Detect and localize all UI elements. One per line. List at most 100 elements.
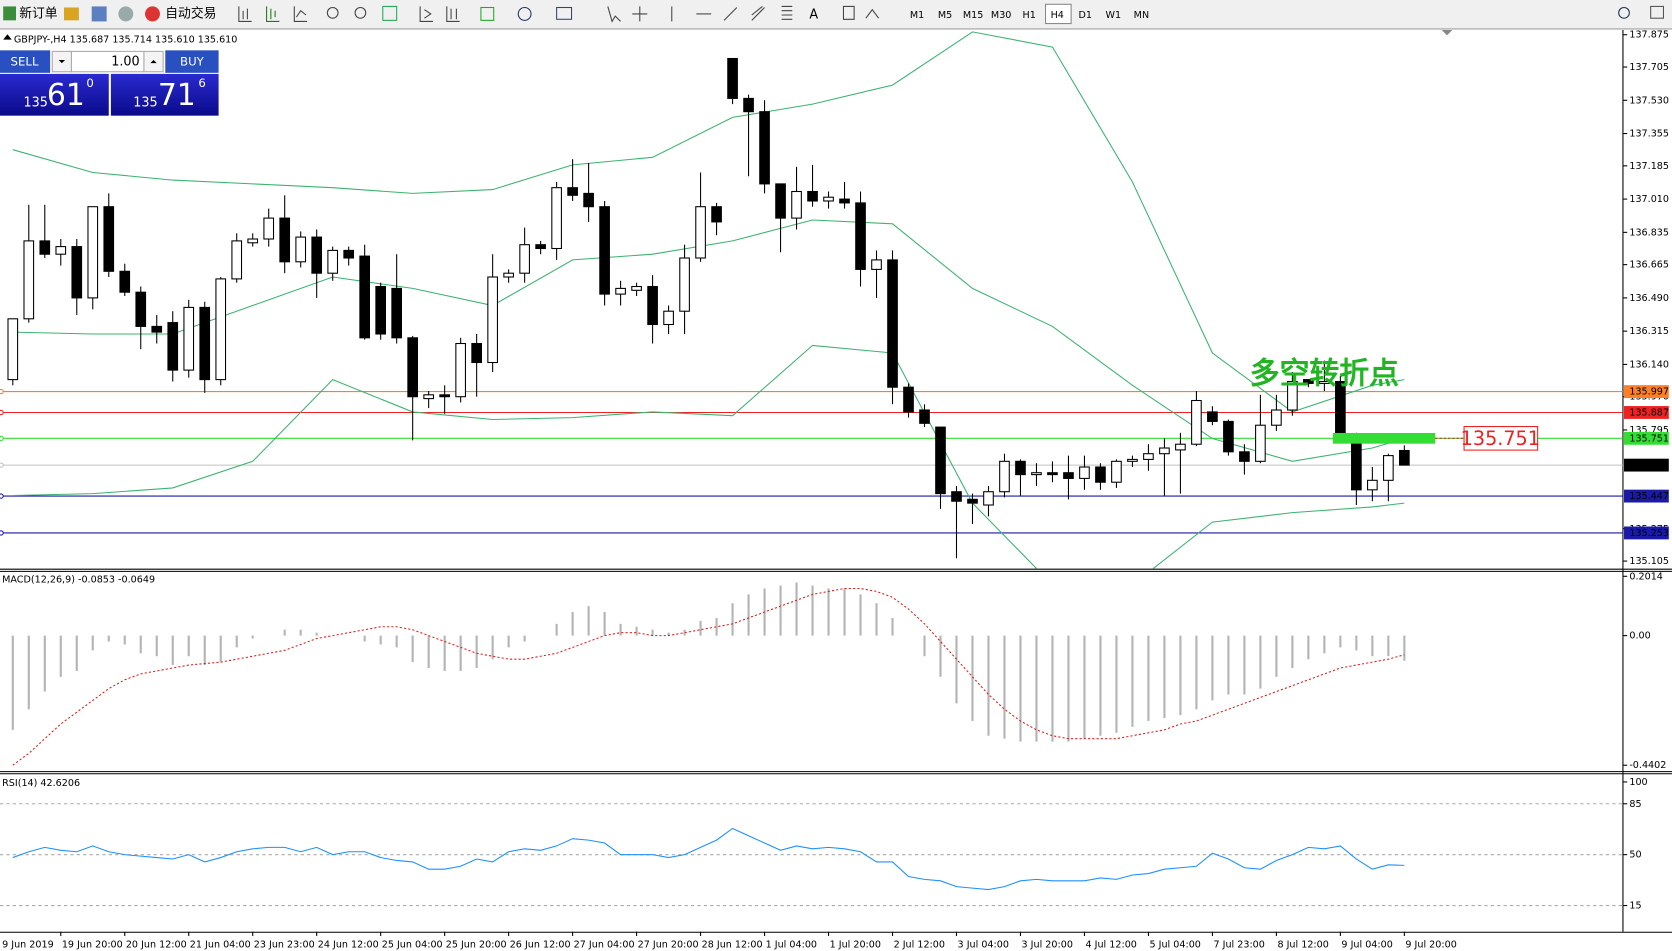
timeframes: M1 M5 M15 M30 H1 H4 D1 W1 MN: [910, 3, 1149, 25]
x-tick-label: 8 Jul 12:00: [1277, 940, 1328, 951]
collapse-icon[interactable]: [3, 34, 12, 40]
y-tick-label: 137.185: [1629, 161, 1669, 172]
candle-body: [759, 111, 770, 185]
candle-body: [567, 187, 578, 196]
candle-body: [679, 257, 690, 312]
candle-body: [519, 244, 530, 274]
x-tick-label: 26 Jun 12:00: [510, 940, 571, 951]
x-tick-label: 9 Jul 20:00: [1405, 940, 1456, 951]
price-line-handle: [0, 493, 4, 499]
x-tick-label: 21 Jun 04:00: [190, 940, 251, 951]
timeframe-button[interactable]: MN: [1134, 10, 1149, 21]
candle-body: [199, 306, 211, 381]
candle-body: [1015, 460, 1026, 476]
buy-label[interactable]: BUY: [180, 55, 205, 69]
price-label: 135.253: [1629, 528, 1669, 539]
candle-body: [1191, 399, 1202, 445]
level-box: [1463, 426, 1539, 451]
candle-body: [871, 259, 882, 270]
level-marker: [1332, 432, 1436, 444]
price-line-handle: [0, 435, 4, 442]
x-tick-label: 1 Jul 20:00: [830, 940, 881, 951]
candle-body: [343, 249, 355, 259]
candle-body: [903, 386, 914, 413]
x-tick-label: 25 Jun 04:00: [382, 940, 443, 951]
candle-body: [823, 196, 834, 202]
timeframe-button[interactable]: M1: [910, 10, 924, 21]
price-line-handle: [0, 530, 4, 536]
active-timeframe: [1045, 3, 1072, 25]
bollinger-upper: [12, 31, 1405, 413]
search-icon[interactable]: [1618, 6, 1630, 19]
icon[interactable]: [63, 7, 79, 21]
new-order-icon[interactable]: [3, 6, 16, 21]
sell-button[interactable]: [0, 50, 51, 73]
x-tick-label: 4 Jul 12:00: [1086, 940, 1137, 951]
x-tick-label: 24 Jun 12:00: [318, 940, 379, 951]
x-tick-label: 23 Jun 23:00: [254, 940, 315, 951]
auto-trade-button[interactable]: 自动交易: [165, 5, 216, 21]
x-tick-label: 20 Jun 12:00: [126, 940, 187, 951]
timeframe-button[interactable]: W1: [1106, 10, 1122, 21]
candle-body: [631, 285, 642, 291]
candle-body: [775, 183, 786, 219]
timeframe-button[interactable]: M15: [963, 10, 983, 21]
y-tick-label: 137.355: [1629, 129, 1669, 140]
one-click-trading: SELL 1.00 BUY 135 61 0 135 71 6: [0, 50, 219, 116]
candle-body: [1063, 472, 1074, 479]
price-line-handle: [0, 409, 4, 416]
lot-value[interactable]: 1.00: [111, 55, 139, 70]
y-tick-label: 50: [1629, 850, 1641, 861]
x-tick-label: 1 Jul 04:00: [766, 940, 817, 951]
candle-body: [1127, 458, 1138, 462]
price-panel: [0, 31, 1623, 569]
candle-body: [663, 310, 674, 326]
candle-body: [359, 255, 371, 339]
candle-body: [1367, 479, 1378, 491]
candle-body: [615, 287, 626, 295]
candle-body: [167, 322, 179, 371]
candle-body: [375, 285, 387, 335]
auto-trade-icon[interactable]: [145, 6, 160, 22]
candle-body: [439, 394, 450, 398]
sell-label[interactable]: SELL: [11, 55, 39, 69]
timeframe-button[interactable]: H1: [1023, 10, 1036, 21]
bid-box[interactable]: [0, 73, 109, 116]
timeframe-button[interactable]: D1: [1079, 10, 1092, 21]
y-tick-label: 137.010: [1629, 194, 1669, 205]
candle-body: [1207, 411, 1218, 422]
candle-body: [1111, 460, 1122, 483]
candle-body: [471, 342, 482, 364]
candle-body: [1031, 472, 1042, 476]
candle-body: [279, 217, 291, 263]
timeframe-button[interactable]: M30: [991, 10, 1011, 21]
timeframe-button[interactable]: H4: [1051, 10, 1064, 21]
x-tick-label: 27 Jun 20:00: [638, 940, 699, 951]
new-order-button[interactable]: 新订单: [19, 5, 58, 21]
arrow: [58, 59, 66, 64]
candle-body: [887, 259, 898, 388]
timeframe-button[interactable]: M5: [938, 10, 952, 21]
candle-body: [55, 246, 67, 255]
candle-body: [727, 57, 738, 99]
candle-body: [599, 206, 610, 295]
y-tick-label: 136.835: [1629, 227, 1669, 238]
candle-body: [535, 244, 546, 250]
candle-body: [231, 240, 243, 280]
price-label: 135.751: [1629, 433, 1669, 444]
candle-body: [1319, 380, 1330, 384]
ask-main: 71: [158, 78, 196, 113]
candle-body: [1159, 447, 1170, 455]
icon[interactable]: [91, 6, 107, 22]
buy-button[interactable]: [165, 50, 219, 73]
text-tool[interactable]: A: [809, 7, 818, 22]
chart-window: [0, 29, 1672, 951]
chat-icon[interactable]: [1650, 5, 1665, 19]
candle-body: [1287, 380, 1298, 411]
ask-box[interactable]: [110, 73, 219, 116]
price-label-box: [1624, 385, 1669, 399]
icon[interactable]: [118, 6, 134, 22]
bid-big: 135: [23, 95, 47, 110]
candle-body: [311, 236, 323, 274]
